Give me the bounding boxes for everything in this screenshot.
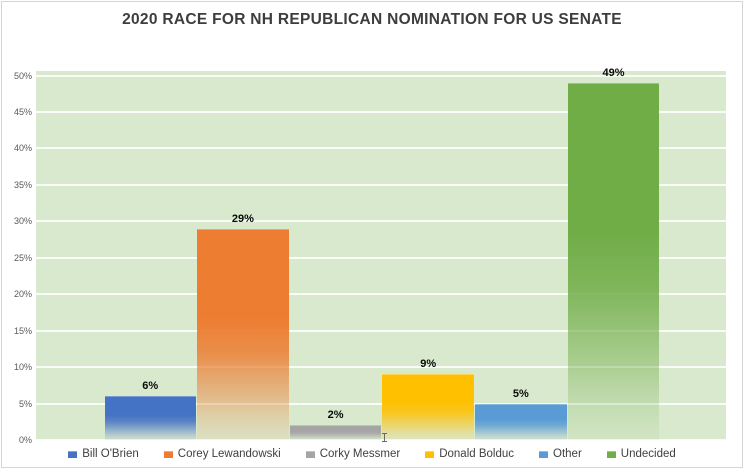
bar-donald-bolduc <box>382 374 474 440</box>
legend-item-other: Other <box>539 448 582 460</box>
gridline <box>36 220 726 223</box>
data-label-corey-lewandowski: 29% <box>231 212 254 225</box>
gridline <box>36 329 726 332</box>
legend-marker-icon-donald-bolduc <box>425 450 435 458</box>
bar-corky-messmer <box>289 425 382 440</box>
data-label-corky-messmer: 2% <box>327 409 344 422</box>
legend-item-donald-bolduc: Donald Bolduc <box>425 448 514 460</box>
legend-label: Other <box>553 448 582 460</box>
gridline <box>36 147 726 150</box>
legend-marker-icon-bill-o-brien <box>68 450 78 458</box>
data-label-other: 5% <box>512 387 529 400</box>
i-beam-cursor-icon <box>382 433 387 442</box>
bar-undecided <box>567 82 660 440</box>
legend-marker-icon-corey-lewandowski <box>163 450 173 458</box>
gridline <box>36 74 726 77</box>
gridline <box>36 366 726 369</box>
y-axis-tick-label: 50% <box>13 70 32 81</box>
y-axis-tick-label: 35% <box>13 179 32 190</box>
legend-label: Donald Bolduc <box>439 448 515 460</box>
gridline <box>36 110 726 113</box>
y-axis-tick-label: 15% <box>13 325 32 336</box>
legend-marker-icon-undecided <box>606 450 616 458</box>
y-axis-tick-label: 20% <box>13 289 32 300</box>
y-axis-tick-label: 10% <box>13 362 32 373</box>
bar-corey-lewandowski <box>197 228 289 440</box>
gridline <box>36 293 726 296</box>
legend-marker-icon-other <box>539 450 549 458</box>
legend-label: Corey Lewandowski <box>177 448 281 460</box>
legend: Bill O'Brien Corey Lewandowski Corky Messm… <box>2 445 742 463</box>
legend-marker-icon-corky-messmer <box>305 450 315 458</box>
data-label-donald-bolduc: 9% <box>420 358 437 371</box>
legend-item-corky-messmer: Corky Messmer <box>305 448 401 460</box>
legend-item-corey-lewandowski: Corey Lewandowski <box>163 448 281 460</box>
data-label-bill-o-brien: 6% <box>142 380 159 393</box>
legend-label: Undecided <box>620 448 676 460</box>
bar-bill-o-brien <box>104 396 196 440</box>
legend-item-bill-o-brien: Bill O'Brien <box>68 448 139 460</box>
y-axis-tick-label: 5% <box>18 398 32 409</box>
y-axis-tick-label: 0% <box>18 435 32 445</box>
gridline <box>36 183 726 186</box>
y-axis-tick-label: 30% <box>13 216 32 227</box>
gridline <box>36 439 726 441</box>
y-axis-tick-label: 25% <box>13 252 32 263</box>
legend-item-undecided: Undecided <box>606 448 676 460</box>
y-axis-tick-label: 45% <box>13 106 32 117</box>
legend-label: Bill O'Brien <box>82 448 139 460</box>
y-axis-tick-label: 40% <box>13 143 32 154</box>
bar-other <box>475 403 567 440</box>
gridline <box>36 256 726 259</box>
data-label-undecided: 49% <box>602 66 625 79</box>
plot-area: 6% 29% 2% 9% 5% 49% <box>36 67 726 441</box>
legend-label: Corky Messmer <box>319 448 401 460</box>
chart-title: 2020 RACE FOR NH REPUBLICAN NOMINATION F… <box>122 11 622 28</box>
gridline <box>36 402 726 405</box>
